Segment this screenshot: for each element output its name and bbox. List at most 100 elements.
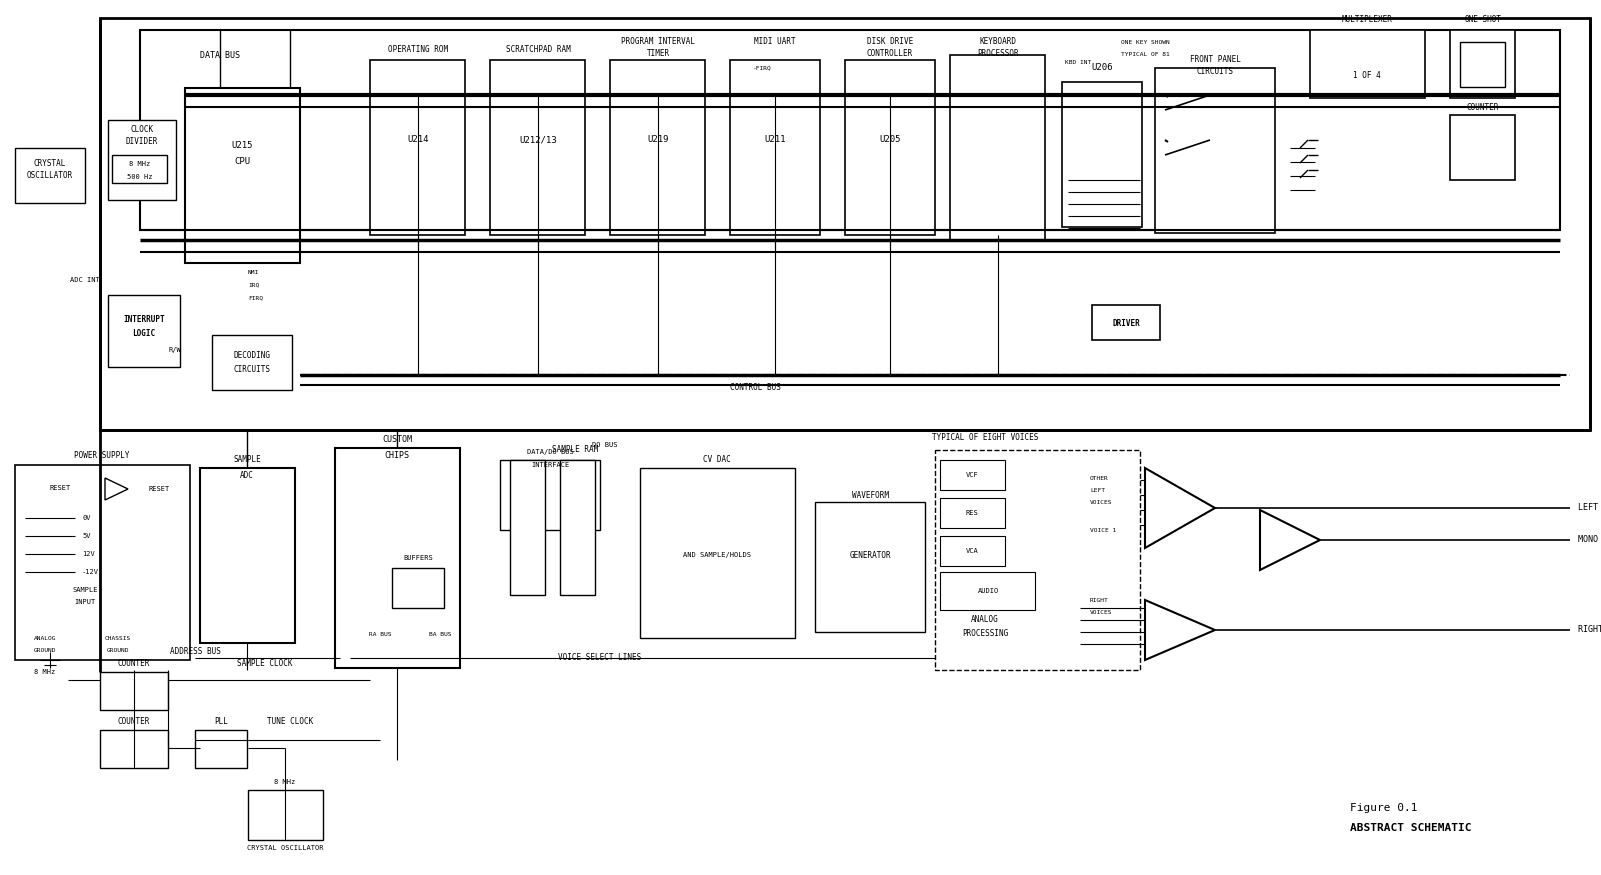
Text: WAVEFORM: WAVEFORM [852, 491, 889, 500]
Bar [186, 88, 299, 263]
Bar [112, 155, 167, 183]
Text: AND SAMPLE/HOLDS: AND SAMPLE/HOLDS [684, 552, 751, 558]
Text: ANALOG: ANALOG [972, 615, 999, 625]
Text: INPUT: INPUT [74, 599, 96, 605]
Text: LEFT OUT: LEFT OUT [1579, 503, 1601, 513]
Text: RIGHT OUT: RIGHT OUT [1579, 626, 1601, 634]
Text: -FIRQ: -FIRQ [752, 66, 772, 71]
Text: RESET: RESET [50, 485, 70, 491]
Text: INTERRUPT: INTERRUPT [123, 314, 165, 324]
Bar [949, 55, 1045, 240]
Text: U206: U206 [1092, 64, 1113, 73]
Bar [511, 460, 544, 595]
Text: DATA BUS: DATA BUS [200, 51, 240, 60]
Text: ADDRESS BUS: ADDRESS BUS [170, 648, 221, 656]
Text: GENERATOR: GENERATOR [849, 550, 890, 559]
Text: MULTIPLEXER: MULTIPLEXER [1342, 16, 1393, 24]
Text: KBD INT: KBD INT [1065, 60, 1092, 65]
Text: VOICES: VOICES [1090, 500, 1113, 505]
Text: MONO OUT: MONO OUT [1579, 536, 1601, 544]
Text: OPERATING ROM: OPERATING ROM [387, 46, 448, 54]
Text: CIRCUITS: CIRCUITS [1196, 67, 1233, 76]
Text: LEFT: LEFT [1090, 487, 1105, 493]
Text: U219: U219 [647, 136, 669, 144]
Text: U205: U205 [879, 136, 901, 144]
Bar [14, 465, 191, 660]
Bar [200, 468, 295, 643]
Text: U212/13: U212/13 [519, 136, 557, 144]
Bar [1451, 30, 1515, 98]
Text: PROCESSOR: PROCESSOR [977, 50, 1018, 59]
Text: CHIPS: CHIPS [384, 451, 410, 459]
Text: 0V: 0V [82, 515, 91, 521]
Text: ADC: ADC [240, 471, 255, 480]
Text: CIRCUITS: CIRCUITS [234, 366, 271, 374]
Bar [1092, 305, 1161, 340]
Text: CONTROLLER: CONTROLLER [866, 50, 913, 59]
Text: DIVIDER: DIVIDER [126, 137, 158, 146]
Text: 8 MHz: 8 MHz [130, 161, 150, 167]
Bar [370, 60, 464, 235]
Text: VCF: VCF [965, 472, 978, 478]
Text: -12V: -12V [82, 569, 99, 575]
Text: SCRATCHPAD RAM: SCRATCHPAD RAM [506, 46, 570, 54]
Text: CHASSIS: CHASSIS [106, 635, 131, 640]
Text: COUNTER: COUNTER [1467, 102, 1499, 111]
Text: PROGRAM INTERVAL: PROGRAM INTERVAL [621, 38, 695, 46]
Text: CV DAC: CV DAC [703, 456, 732, 465]
Bar [107, 120, 176, 200]
Bar [610, 60, 704, 235]
Text: DECODING: DECODING [234, 352, 271, 360]
Bar [940, 498, 1005, 528]
Text: RESET: RESET [147, 486, 170, 492]
Text: GROUND: GROUND [107, 648, 130, 653]
Bar [815, 502, 925, 632]
Text: CUSTOM: CUSTOM [383, 436, 411, 444]
Text: U214: U214 [407, 136, 429, 144]
Text: COUNTER: COUNTER [118, 718, 150, 726]
Text: OTHER: OTHER [1090, 475, 1109, 480]
Text: VOICE SELECT LINES: VOICE SELECT LINES [559, 654, 642, 662]
Bar [99, 730, 168, 768]
Text: SAMPLE: SAMPLE [72, 587, 98, 593]
Text: 8 MHz: 8 MHz [274, 779, 296, 785]
Bar [139, 30, 1559, 230]
Text: VOICE 1: VOICE 1 [1090, 528, 1116, 533]
Text: NMI: NMI [248, 270, 259, 275]
Bar [730, 60, 820, 235]
Text: 5V: 5V [82, 533, 91, 539]
Text: CPU: CPU [234, 158, 250, 166]
Text: ONE-SHOT: ONE-SHOT [1465, 16, 1502, 24]
Bar [99, 672, 168, 710]
Text: FIRQ: FIRQ [248, 296, 263, 300]
Text: 12V: 12V [82, 551, 94, 557]
Text: CRYSTAL: CRYSTAL [34, 158, 66, 167]
Bar [940, 572, 1034, 610]
Text: IRQ: IRQ [248, 283, 259, 288]
Text: FRONT PANEL: FRONT PANEL [1190, 55, 1241, 65]
Bar [14, 148, 85, 203]
Text: BUFFERS: BUFFERS [403, 555, 432, 561]
Text: OSCILLATOR: OSCILLATOR [27, 171, 74, 179]
Bar [500, 460, 600, 530]
Text: CONTROL BUS: CONTROL BUS [730, 383, 780, 393]
Bar [107, 295, 179, 367]
Text: TYPICAL OF EIGHT VOICES: TYPICAL OF EIGHT VOICES [932, 433, 1037, 443]
Text: VOICES: VOICES [1090, 610, 1113, 614]
Text: DO BUS: DO BUS [592, 442, 618, 448]
Text: RES: RES [965, 510, 978, 516]
Text: ONE KEY SHOWN: ONE KEY SHOWN [1121, 39, 1169, 45]
Text: LOGIC: LOGIC [133, 328, 155, 338]
Text: TUNE CLOCK: TUNE CLOCK [267, 718, 314, 726]
Bar [392, 568, 443, 608]
Text: U211: U211 [764, 136, 786, 144]
Text: TYPICAL OF 81: TYPICAL OF 81 [1121, 52, 1169, 57]
Text: R/W: R/W [168, 347, 181, 353]
Bar [211, 335, 291, 390]
Bar [1451, 115, 1515, 180]
Bar [1460, 42, 1505, 87]
Text: DRIVER: DRIVER [1113, 318, 1140, 327]
Text: MIDI UART: MIDI UART [754, 38, 796, 46]
Text: SAMPLE: SAMPLE [234, 456, 261, 465]
Bar [640, 468, 796, 638]
